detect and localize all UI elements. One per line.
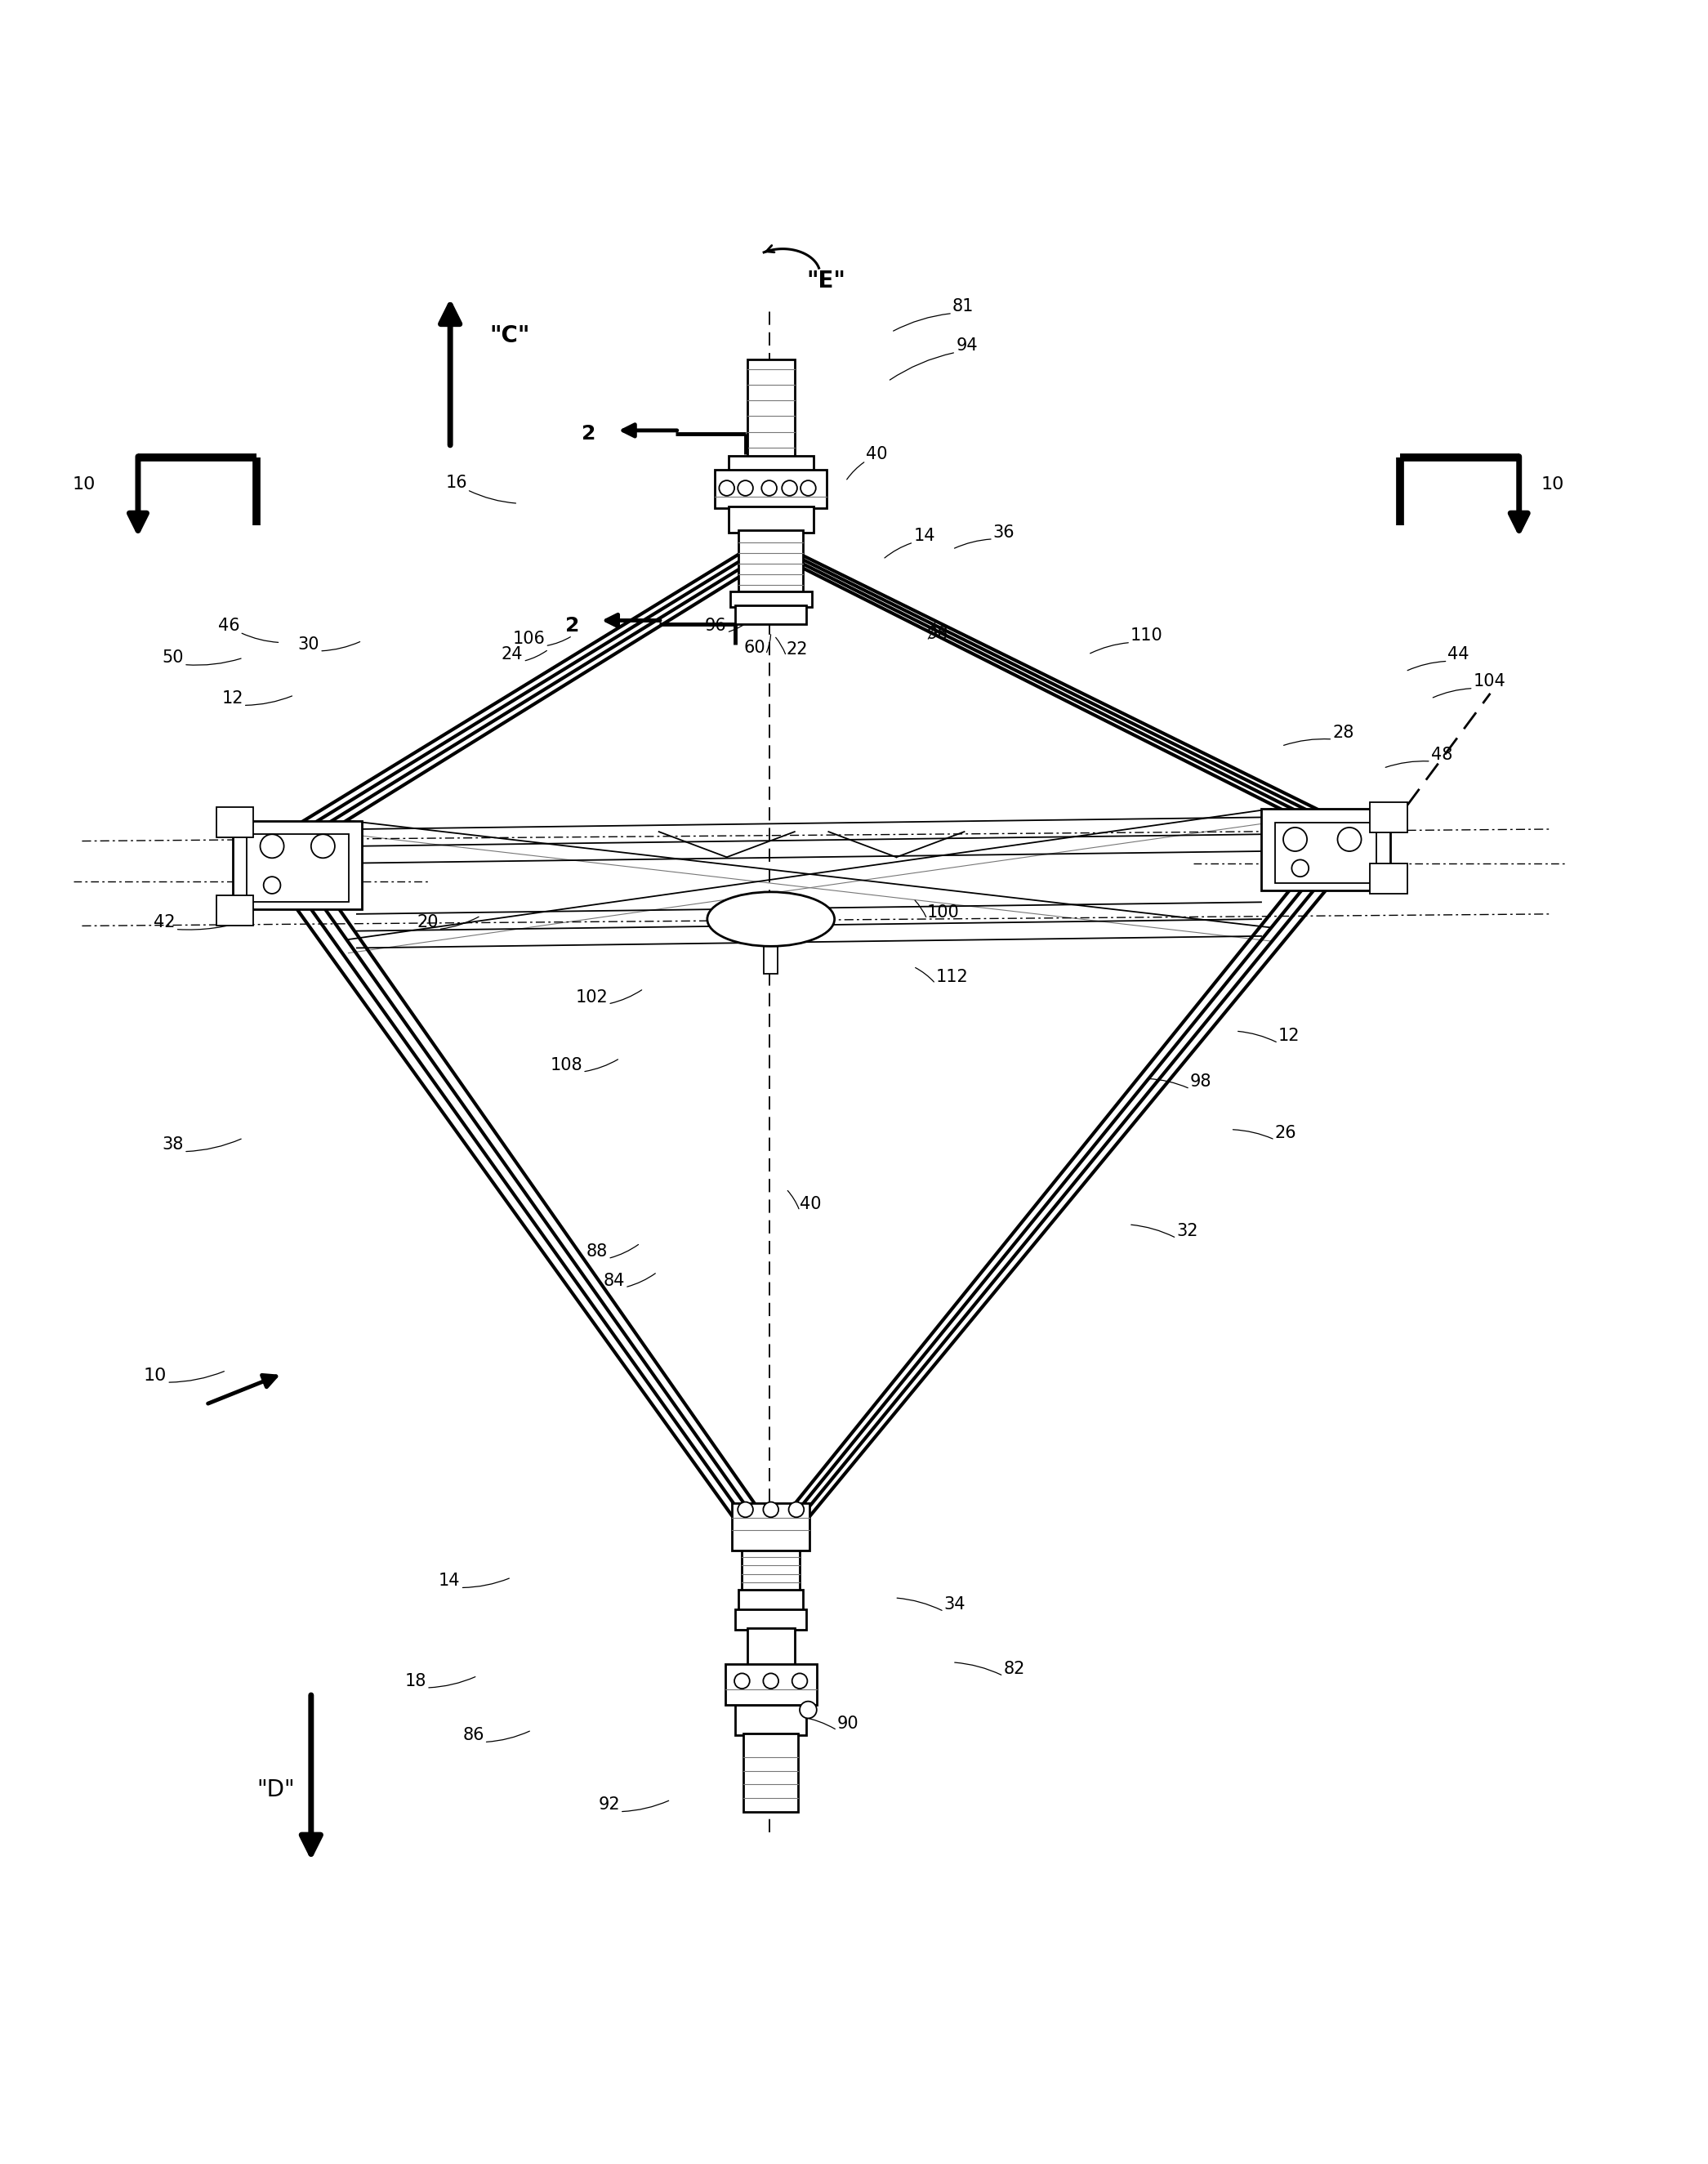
FancyBboxPatch shape [728, 506, 813, 532]
Text: 42: 42 [154, 915, 176, 931]
Text: 26: 26 [1274, 1125, 1296, 1140]
Text: 104: 104 [1474, 673, 1506, 690]
FancyBboxPatch shape [734, 1705, 806, 1736]
Text: 98: 98 [1190, 1073, 1211, 1091]
Text: 92: 92 [598, 1796, 620, 1813]
Text: 86: 86 [463, 1727, 483, 1744]
Ellipse shape [793, 1673, 808, 1688]
FancyBboxPatch shape [731, 1502, 810, 1549]
FancyBboxPatch shape [1370, 803, 1407, 833]
FancyBboxPatch shape [738, 530, 803, 593]
FancyBboxPatch shape [738, 1588, 803, 1612]
FancyBboxPatch shape [246, 835, 348, 902]
Text: 22: 22 [786, 641, 808, 658]
FancyBboxPatch shape [1261, 809, 1390, 889]
Text: 18: 18 [405, 1673, 427, 1690]
Ellipse shape [719, 480, 734, 496]
Text: 50: 50 [162, 649, 184, 667]
Text: 28: 28 [1332, 725, 1354, 740]
Text: 100: 100 [927, 905, 960, 920]
Text: 12: 12 [1278, 1028, 1300, 1045]
Text: 30: 30 [297, 636, 319, 651]
Ellipse shape [789, 1502, 804, 1517]
FancyBboxPatch shape [215, 807, 253, 837]
FancyBboxPatch shape [734, 1610, 806, 1629]
Text: 16: 16 [446, 474, 468, 491]
Ellipse shape [1337, 827, 1361, 850]
Text: 2: 2 [582, 424, 596, 444]
FancyBboxPatch shape [1370, 863, 1407, 894]
FancyBboxPatch shape [728, 457, 813, 472]
Text: 84: 84 [603, 1272, 625, 1290]
FancyBboxPatch shape [716, 470, 827, 509]
Text: 34: 34 [945, 1597, 965, 1612]
Text: 102: 102 [576, 989, 608, 1006]
Text: 12: 12 [222, 690, 243, 708]
Text: 24: 24 [502, 647, 523, 662]
FancyBboxPatch shape [215, 896, 253, 926]
Ellipse shape [762, 480, 777, 496]
Text: 36: 36 [992, 524, 1015, 541]
Text: 108: 108 [550, 1056, 582, 1073]
Text: "E": "E" [806, 270, 845, 292]
Text: 110: 110 [1131, 628, 1163, 645]
FancyBboxPatch shape [746, 359, 794, 457]
Ellipse shape [707, 892, 835, 946]
Text: 38: 38 [162, 1136, 184, 1153]
Ellipse shape [738, 1502, 753, 1517]
Text: 81: 81 [953, 299, 974, 314]
Text: 82: 82 [1003, 1662, 1025, 1677]
Text: 96: 96 [705, 617, 726, 634]
Ellipse shape [1283, 827, 1307, 850]
FancyBboxPatch shape [729, 591, 811, 606]
Text: 48: 48 [1431, 747, 1452, 762]
FancyBboxPatch shape [763, 915, 777, 974]
FancyBboxPatch shape [232, 820, 362, 909]
Ellipse shape [799, 1701, 816, 1718]
Text: 106: 106 [512, 632, 545, 647]
Text: "D": "D" [256, 1779, 295, 1800]
Text: 112: 112 [936, 969, 968, 985]
Ellipse shape [801, 480, 816, 496]
Text: 14: 14 [914, 528, 934, 543]
FancyBboxPatch shape [741, 1547, 799, 1591]
Text: 2: 2 [565, 617, 579, 636]
Text: 34: 34 [779, 498, 799, 513]
Text: 10: 10 [1541, 476, 1565, 493]
FancyBboxPatch shape [743, 1733, 798, 1811]
FancyBboxPatch shape [726, 1664, 816, 1705]
Text: 94: 94 [956, 338, 977, 353]
Ellipse shape [763, 1673, 779, 1688]
Text: 40: 40 [799, 1197, 822, 1212]
Text: "C": "C" [488, 325, 529, 346]
Ellipse shape [734, 1673, 750, 1688]
Text: 14: 14 [439, 1573, 461, 1588]
FancyBboxPatch shape [746, 1627, 794, 1668]
Text: 88: 88 [586, 1244, 608, 1259]
Ellipse shape [260, 835, 284, 857]
Text: 90: 90 [837, 1716, 859, 1731]
Ellipse shape [763, 1502, 779, 1517]
Text: 98: 98 [927, 625, 948, 643]
Text: 60: 60 [745, 638, 765, 656]
Ellipse shape [738, 480, 753, 496]
Text: 20: 20 [417, 915, 439, 931]
Text: 10: 10 [72, 476, 96, 493]
Text: 32: 32 [1177, 1223, 1197, 1240]
Ellipse shape [263, 876, 280, 894]
Ellipse shape [1291, 859, 1308, 876]
FancyBboxPatch shape [734, 606, 806, 623]
Text: 46: 46 [219, 617, 239, 634]
Ellipse shape [782, 480, 798, 496]
Text: 10: 10 [143, 1368, 167, 1383]
Text: 44: 44 [1448, 647, 1469, 662]
FancyBboxPatch shape [1274, 822, 1377, 883]
Ellipse shape [311, 835, 335, 857]
Text: 40: 40 [866, 446, 888, 463]
